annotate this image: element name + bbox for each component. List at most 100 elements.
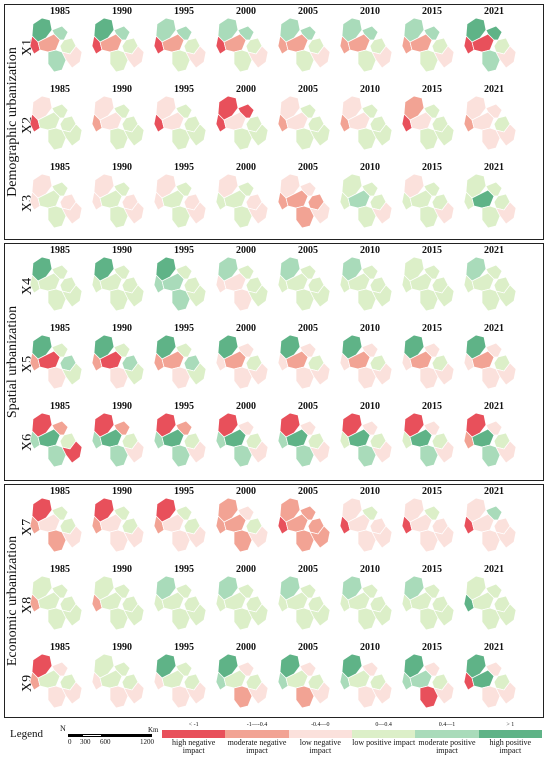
map-region (153, 191, 165, 211)
choropleth-map (28, 411, 86, 471)
map-region (185, 201, 207, 225)
map-region (495, 681, 517, 705)
map-region (123, 440, 145, 464)
choropleth-map (152, 411, 210, 471)
map-region (153, 593, 165, 613)
legend-range: -0.4—0 (311, 722, 330, 728)
map-region (419, 529, 439, 553)
map-region (481, 685, 501, 709)
map-region (109, 205, 129, 229)
north-arrow-icon: N (60, 724, 66, 733)
map-region (215, 593, 227, 613)
map-region (401, 113, 413, 133)
year-label: 1990 (112, 401, 132, 412)
choropleth-map (338, 411, 396, 471)
map-region (123, 201, 145, 225)
map-region (47, 685, 67, 709)
map-region (309, 284, 331, 308)
choropleth-map (90, 16, 148, 76)
map-region (401, 191, 413, 211)
choropleth-map (276, 94, 334, 154)
map-region (339, 430, 351, 450)
map-region (47, 529, 67, 553)
choropleth-map (276, 172, 334, 232)
choropleth-map (214, 16, 272, 76)
year-label: 2015 (422, 245, 442, 256)
map-region (401, 35, 413, 55)
map-region (61, 123, 83, 147)
choropleth-map (462, 172, 520, 232)
legend-label: high negative impact (172, 738, 216, 755)
map-region (481, 49, 501, 73)
map-region (419, 366, 439, 390)
choropleth-map (338, 496, 396, 556)
map-region (215, 191, 227, 211)
year-label: 2005 (298, 245, 318, 256)
map-region (109, 529, 129, 553)
map-region (153, 352, 165, 372)
choropleth-map (90, 333, 148, 393)
map-region (295, 288, 315, 312)
year-label: 2021 (484, 6, 504, 17)
map-region (233, 49, 253, 73)
year-label: 2010 (360, 245, 380, 256)
map-region (109, 366, 129, 390)
map-region (277, 113, 289, 133)
scale-tick: 0 (68, 738, 72, 746)
map-region (233, 366, 253, 390)
choropleth-map (214, 574, 272, 634)
year-label: 2015 (422, 486, 442, 497)
map-region (309, 362, 331, 386)
choropleth-map (400, 652, 458, 712)
map-region (339, 515, 351, 535)
map-region (123, 362, 145, 386)
year-label: 1995 (174, 564, 194, 575)
map-region (295, 444, 315, 468)
map-region (47, 127, 67, 151)
legend-label: moderate negative impact (227, 738, 287, 755)
year-label: 2021 (484, 642, 504, 653)
year-label: 1985 (50, 642, 70, 653)
year-label: 2015 (422, 564, 442, 575)
map-region (339, 191, 351, 211)
map-region (495, 284, 517, 308)
map-region (109, 685, 129, 709)
choropleth-map (276, 255, 334, 315)
year-label: 2015 (422, 642, 442, 653)
year-label: 1985 (50, 401, 70, 412)
map-region (247, 525, 269, 549)
year-label: 2021 (484, 84, 504, 95)
map-region (247, 603, 269, 627)
choropleth-map (90, 255, 148, 315)
map-region (123, 123, 145, 147)
map-region (91, 274, 103, 294)
map-region (277, 671, 289, 691)
choropleth-map (276, 333, 334, 393)
year-label: 2005 (298, 84, 318, 95)
map-region (463, 430, 475, 450)
map-region (339, 274, 351, 294)
year-label: 2000 (236, 486, 256, 497)
choropleth-map (152, 496, 210, 556)
year-label: 2010 (360, 6, 380, 17)
year-label: 2015 (422, 162, 442, 173)
map-region (171, 127, 191, 151)
map-region (357, 127, 377, 151)
map-region (371, 123, 393, 147)
year-label: 2015 (422, 323, 442, 334)
map-region (371, 440, 393, 464)
map-region (91, 191, 103, 211)
choropleth-map (400, 333, 458, 393)
choropleth-map (152, 652, 210, 712)
choropleth-map (276, 16, 334, 76)
map-region (433, 525, 455, 549)
choropleth-map (90, 172, 148, 232)
map-region (29, 113, 41, 133)
map-region (29, 430, 41, 450)
year-label: 2021 (484, 486, 504, 497)
choropleth-map (400, 16, 458, 76)
map-region (433, 681, 455, 705)
map-region (371, 201, 393, 225)
year-label: 1995 (174, 401, 194, 412)
year-label: 2010 (360, 564, 380, 575)
